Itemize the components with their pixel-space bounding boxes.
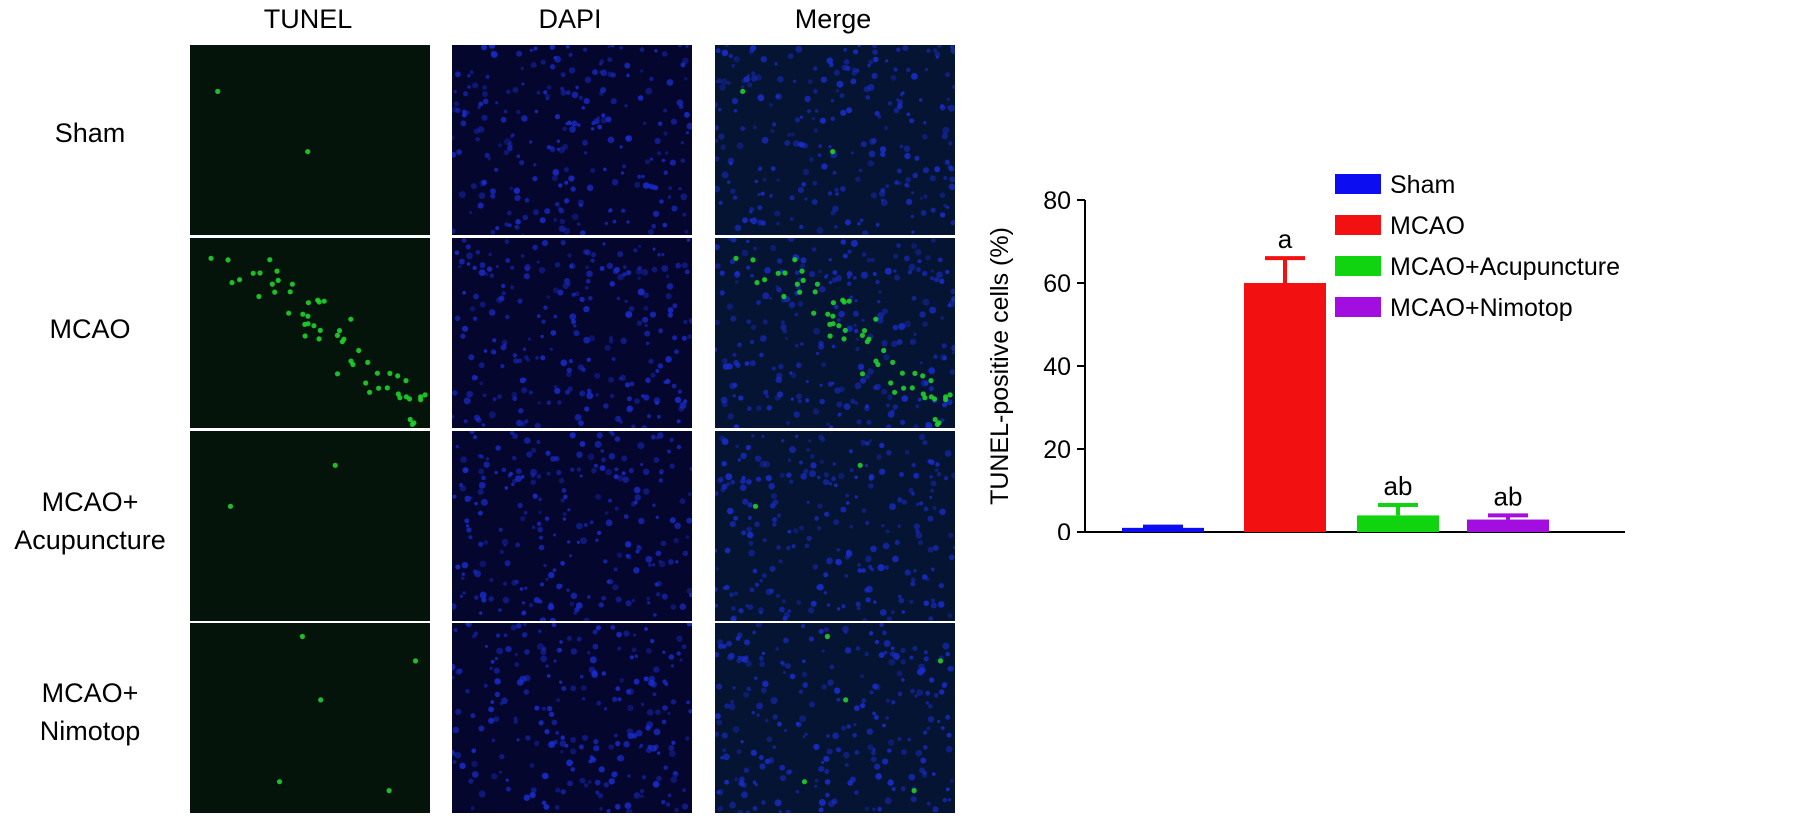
row-label-nimotop: MCAO+ Nimotop bbox=[0, 674, 180, 750]
micrograph-panel-tunel bbox=[190, 45, 430, 235]
column-header-merge: Merge bbox=[713, 4, 953, 35]
micrograph-panel-tunel bbox=[190, 238, 430, 428]
legend-label-mcao: MCAO bbox=[1390, 212, 1465, 240]
y-axis-label: TUNEL-positive cells (%) bbox=[990, 227, 1014, 505]
micrograph-panel-tunel bbox=[190, 431, 430, 621]
legend-swatch-sham bbox=[1335, 174, 1381, 194]
legend-swatch-mcao bbox=[1335, 215, 1381, 235]
bar-chart: 0 20 40 60 80 TUNEL-positive cells (%) a ab ab Sh… bbox=[990, 160, 1630, 540]
row-label-acupuncture: MCAO+ Acupuncture bbox=[0, 483, 180, 559]
row-label-sham: Sham bbox=[0, 114, 180, 152]
y-tick-label: 40 bbox=[1043, 353, 1071, 381]
y-tick-label: 80 bbox=[1043, 187, 1071, 215]
legend-label-mcao-acupuncture: MCAO+Acupuncture bbox=[1390, 253, 1620, 281]
significance-label-mcao-nimotop: ab bbox=[1494, 481, 1523, 511]
micrograph-panel-merge bbox=[715, 45, 955, 235]
legend-label-mcao-nimotop: MCAO+Nimotop bbox=[1390, 294, 1573, 322]
micrograph-panel-merge bbox=[715, 431, 955, 621]
row-label-nimotop-line1: MCAO+ bbox=[0, 674, 180, 712]
row-label-sham-line1: Sham bbox=[0, 114, 180, 152]
y-tick-label: 20 bbox=[1043, 436, 1071, 464]
y-tick-label: 0 bbox=[1057, 519, 1071, 540]
micrograph-panel-merge bbox=[715, 238, 955, 428]
micrograph-panel-dapi bbox=[452, 238, 692, 428]
micrograph-panel-dapi bbox=[452, 623, 692, 813]
bar-mcao bbox=[1244, 283, 1326, 532]
row-label-mcao-line1: MCAO bbox=[0, 310, 180, 348]
y-tick-label: 60 bbox=[1043, 270, 1071, 298]
micrograph-panel-merge bbox=[715, 623, 955, 813]
bar-mcao-acupuncture bbox=[1357, 515, 1439, 532]
column-header-dapi: DAPI bbox=[450, 4, 690, 35]
significance-label-mcao: a bbox=[1278, 224, 1293, 254]
micrograph-panel-dapi bbox=[452, 45, 692, 235]
micrograph-panel-tunel bbox=[190, 623, 430, 813]
legend-label-sham: Sham bbox=[1390, 171, 1455, 199]
significance-label-mcao-acupuncture: ab bbox=[1384, 471, 1413, 501]
legend-swatch-mcao-nimotop bbox=[1335, 297, 1381, 317]
row-label-acupuncture-line1: MCAO+ bbox=[0, 483, 180, 521]
row-label-acupuncture-line2: Acupuncture bbox=[0, 521, 180, 559]
row-label-mcao: MCAO bbox=[0, 310, 180, 348]
legend-swatch-mcao-acupuncture bbox=[1335, 256, 1381, 276]
row-label-nimotop-line2: Nimotop bbox=[0, 712, 180, 750]
column-header-tunel: TUNEL bbox=[188, 4, 428, 35]
micrograph-panel-dapi bbox=[452, 431, 692, 621]
bar-mcao-nimotop bbox=[1467, 520, 1549, 532]
